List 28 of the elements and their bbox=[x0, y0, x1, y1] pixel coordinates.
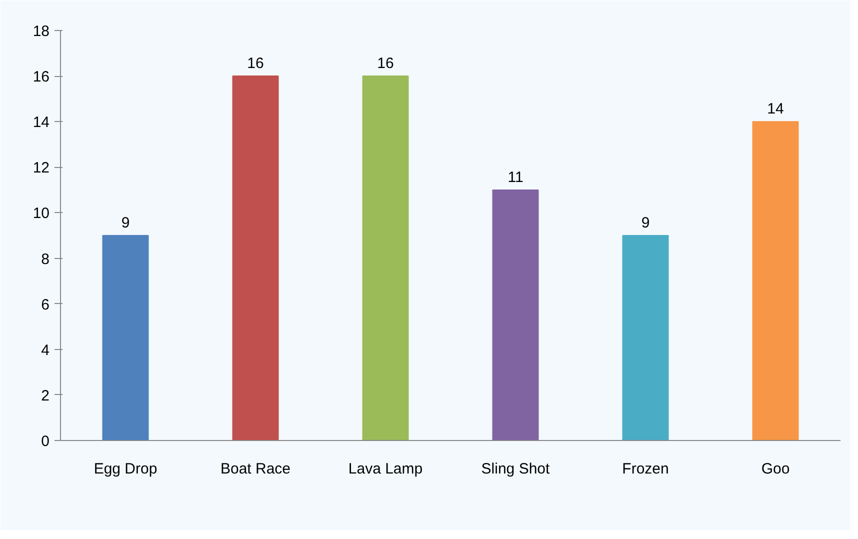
x-tick-label: Frozen bbox=[622, 460, 669, 478]
bar bbox=[752, 121, 799, 440]
x-tick-label: Egg Drop bbox=[94, 460, 158, 478]
data-label: 14 bbox=[767, 100, 784, 118]
y-tick-label: 2 bbox=[41, 387, 50, 404]
x-tick-label: Lava Lamp bbox=[348, 460, 423, 478]
x-tick-label: Goo bbox=[761, 460, 790, 478]
y-tick-label: 10 bbox=[32, 205, 50, 222]
y-tick-label: 14 bbox=[32, 114, 50, 132]
data-label: 9 bbox=[641, 214, 650, 232]
bar bbox=[232, 76, 279, 440]
bar bbox=[102, 235, 149, 440]
data-label: 16 bbox=[247, 55, 264, 72]
data-label: 16 bbox=[377, 55, 394, 72]
y-tick-label: 6 bbox=[41, 296, 50, 314]
y-tick-label: 18 bbox=[32, 23, 50, 40]
y-tick-label: 4 bbox=[41, 342, 50, 359]
data-label: 11 bbox=[508, 168, 524, 186]
x-tick-label: Sling Shot bbox=[481, 460, 551, 478]
y-tick-label: 16 bbox=[32, 68, 50, 86]
bar bbox=[492, 189, 539, 440]
y-tick-label: 8 bbox=[41, 250, 50, 268]
bar bbox=[362, 76, 409, 440]
y-tick-label: 12 bbox=[32, 160, 50, 177]
y-tick-label: 0 bbox=[41, 433, 50, 450]
data-label: 9 bbox=[121, 214, 130, 232]
bar bbox=[622, 235, 669, 440]
x-tick-label: Boat Race bbox=[220, 460, 291, 478]
